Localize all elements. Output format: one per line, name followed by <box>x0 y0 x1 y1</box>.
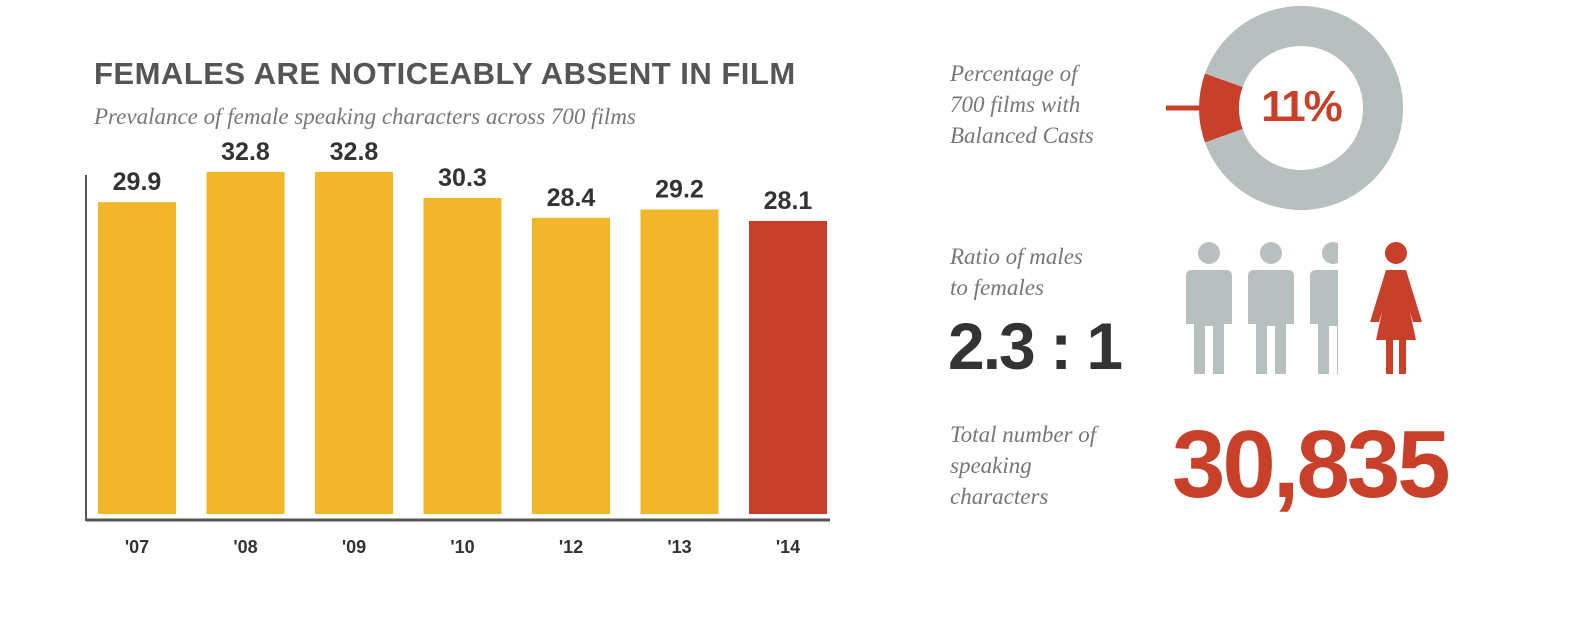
bar-2 <box>315 171 393 514</box>
male-icon <box>1186 242 1232 374</box>
total-characters-value: 30,835 <box>1172 411 1451 518</box>
ratio-label: Ratio of males to females <box>950 244 1083 300</box>
balanced-casts-label: Percentage of 700 films with Balanced Ca… <box>950 61 1094 148</box>
bar-3 <box>423 198 502 514</box>
x-tick-label-0: '07 <box>125 537 149 557</box>
x-tick-label-4: '12 <box>559 537 583 557</box>
bar-value-label-3: 30.3 <box>438 164 487 192</box>
bar-value-label-2: 32.8 <box>330 138 379 166</box>
ratio-value: 2.3 : 1 <box>948 309 1123 383</box>
male-icon <box>1248 242 1294 374</box>
bar-1 <box>206 171 285 514</box>
balanced-casts-donut: 11% <box>1166 5 1403 211</box>
donut-value-label: 11% <box>1261 82 1342 131</box>
chart-subtitle: Prevalance of female speaking characters… <box>94 104 636 129</box>
x-tick-label-1: '08 <box>233 537 257 557</box>
female-icon <box>1370 242 1422 374</box>
bar-value-label-6: 28.1 <box>764 187 813 215</box>
total-characters-label: Total number of speaking characters <box>950 422 1097 509</box>
male-icon-partial <box>1310 242 1338 374</box>
bar-chart: 29.9 32.8 32.8 30.3 28.4 29.2 28.1 '07 '08 '09 '1… <box>85 138 830 557</box>
bar-4 <box>532 217 610 515</box>
x-tick-label-2: '09 <box>342 537 366 557</box>
bar-value-label-0: 29.9 <box>113 168 162 196</box>
x-tick-label-6: '14 <box>776 537 800 557</box>
bar-0 <box>98 202 176 514</box>
bar-value-label-4: 28.4 <box>547 184 596 212</box>
donut-slice-1 <box>1205 5 1403 211</box>
bar-value-label-5: 29.2 <box>655 175 704 203</box>
x-tick-label-3: '10 <box>450 537 474 557</box>
bar-6 <box>749 220 827 514</box>
bar-5 <box>640 209 719 514</box>
x-tick-label-5: '13 <box>667 537 691 557</box>
bar-value-label-1: 32.8 <box>221 138 270 166</box>
donut-slice-0 <box>1199 73 1243 143</box>
chart-title: FEMALES ARE NOTICEABLY ABSENT IN FILM <box>94 56 796 91</box>
ratio-figures <box>1186 242 1422 374</box>
